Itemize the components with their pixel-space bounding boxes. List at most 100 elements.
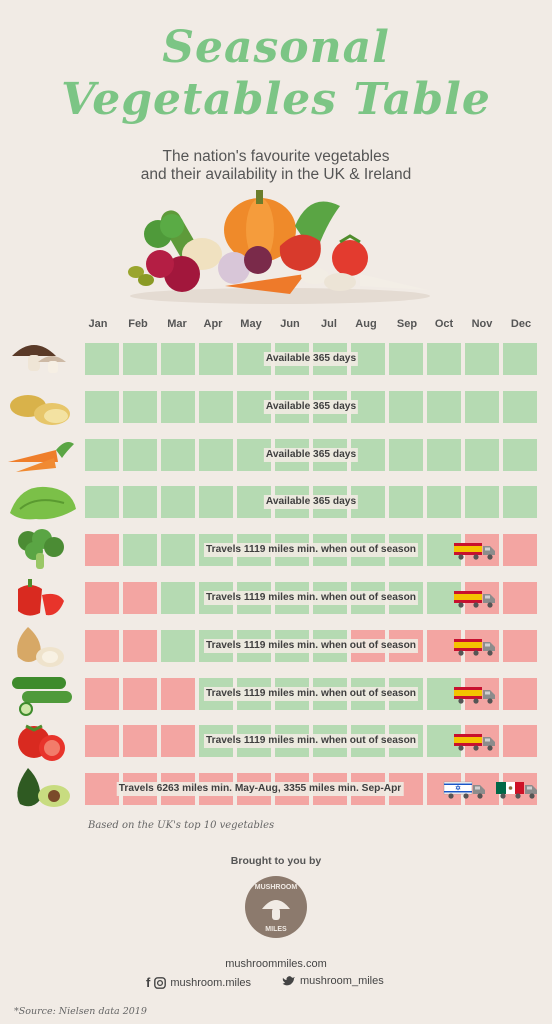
brought-to-you-by: Brought to you by (230, 855, 322, 867)
truck-wrap (452, 685, 498, 705)
season-cell (465, 438, 499, 471)
vegetable-icon-wrap (6, 336, 78, 382)
website-link[interactable]: mushroommiles.com (225, 958, 327, 970)
season-cell (161, 677, 195, 710)
vegetable-icon-wrap (6, 384, 78, 430)
twitter-link[interactable]: mushroom_miles (282, 975, 384, 987)
season-cell (503, 725, 537, 758)
season-cell (427, 438, 461, 471)
season-cell (123, 486, 157, 519)
logo-text-bottom: MILES (265, 926, 287, 933)
month-label: Jul (321, 318, 337, 330)
vegetable-icon-wrap (6, 575, 78, 621)
season-cell (123, 725, 157, 758)
season-cell (465, 486, 499, 519)
season-cell (161, 582, 195, 614)
vegetable-icon-wrap (6, 479, 78, 525)
truck-wrap (452, 732, 498, 752)
row-label: Travels 1119 miles min. when out of seas… (203, 734, 419, 749)
row-label: Travels 1119 miles min. when out of seas… (203, 591, 419, 605)
month-header-row: Jan Feb Mar Apr May Jun Jul Aug Sep Oct … (0, 318, 552, 334)
row-label: Available 365 days (263, 352, 359, 366)
month-label: Jun (280, 318, 300, 330)
facebook-instagram-link[interactable]: f mushroom.miles (146, 975, 251, 990)
season-cell (161, 390, 195, 423)
season-cell (85, 629, 119, 662)
season-cell (123, 438, 157, 471)
source-note: *Source: Nielsen data 2019 (14, 1006, 147, 1017)
truck-wrap (452, 589, 498, 609)
season-cell (199, 390, 233, 423)
spain-flag-truck-icon (454, 734, 495, 751)
facebook-handle: mushroom.miles (170, 976, 252, 989)
season-cell (123, 582, 157, 614)
mushroom-miles-logo[interactable]: MUSHROOM MILES (244, 875, 308, 939)
season-cell (503, 677, 537, 710)
season-cell (503, 438, 537, 471)
vegetable-icon-wrap (6, 432, 78, 478)
spain-flag-truck-icon (454, 591, 495, 608)
row-label: Travels 1119 miles min. when out of seas… (203, 638, 419, 653)
season-cell (427, 486, 461, 519)
season-cell (389, 390, 423, 423)
season-cell (503, 343, 537, 375)
row-label: Travels 1119 miles min. when out of seas… (203, 543, 419, 558)
vegetable-icon-wrap (6, 623, 78, 669)
season-cell (85, 725, 119, 758)
avocado-icon (17, 768, 70, 808)
season-cell (85, 438, 119, 471)
carrot-icon (8, 441, 74, 472)
tomato-icon (18, 725, 65, 762)
season-cell (199, 343, 233, 375)
season-cell (465, 390, 499, 423)
onion-icon (17, 626, 64, 667)
month-label: Dec (510, 318, 532, 330)
month-label: May (240, 318, 262, 330)
season-cell (503, 534, 537, 567)
season-cell (85, 343, 119, 375)
month-label: Apr (203, 318, 223, 330)
instagram-icon (154, 976, 167, 989)
season-cell (161, 343, 195, 375)
truck-wrap (442, 780, 488, 800)
page-title-line1: Seasonal (162, 22, 390, 73)
month-label: Nov (471, 318, 493, 330)
season-cell (389, 438, 423, 471)
season-cell (85, 390, 119, 423)
month-label: Sep (396, 318, 418, 330)
season-cell (123, 629, 157, 662)
month-label: Feb (128, 318, 148, 330)
subtitle: The nation's favourite vegetables and th… (0, 148, 552, 184)
potato-icon (10, 394, 70, 425)
spain-flag-truck-icon (454, 686, 495, 704)
season-cell (503, 486, 537, 519)
page-title-line2: Vegetables Table (61, 74, 491, 125)
israel-flag-truck-icon (443, 781, 485, 799)
truck-wrap (452, 541, 498, 561)
season-cell (85, 677, 119, 710)
month-label: Aug (355, 318, 377, 330)
broccoli-icon (18, 529, 64, 570)
month-label: Jan (88, 318, 108, 330)
row-label: Travels 1119 miles min. when out of seas… (203, 686, 419, 701)
spain-flag-truck-icon (454, 638, 495, 656)
season-cell (389, 343, 423, 375)
logo-text-top: MUSHROOM (255, 884, 298, 891)
vegetables-illustration (128, 190, 430, 304)
row-label: Available 365 days (263, 399, 359, 414)
truck-wrap (494, 780, 540, 800)
twitter-handle: mushroom_miles (300, 975, 384, 987)
row-label: Available 365 days (263, 495, 359, 510)
season-cell (85, 773, 119, 806)
season-cell (427, 343, 461, 375)
twitter-icon (282, 976, 295, 986)
cucumber-icon (12, 676, 72, 716)
row-label: Travels 6263 miles min. May-Aug, 3355 mi… (116, 782, 404, 797)
season-cell (85, 582, 119, 614)
spain-flag-truck-icon (454, 543, 495, 560)
season-cell (389, 486, 423, 519)
season-cell (123, 390, 157, 423)
season-cell (427, 390, 461, 423)
vegetable-icon-wrap (6, 671, 78, 717)
season-cell (161, 486, 195, 519)
